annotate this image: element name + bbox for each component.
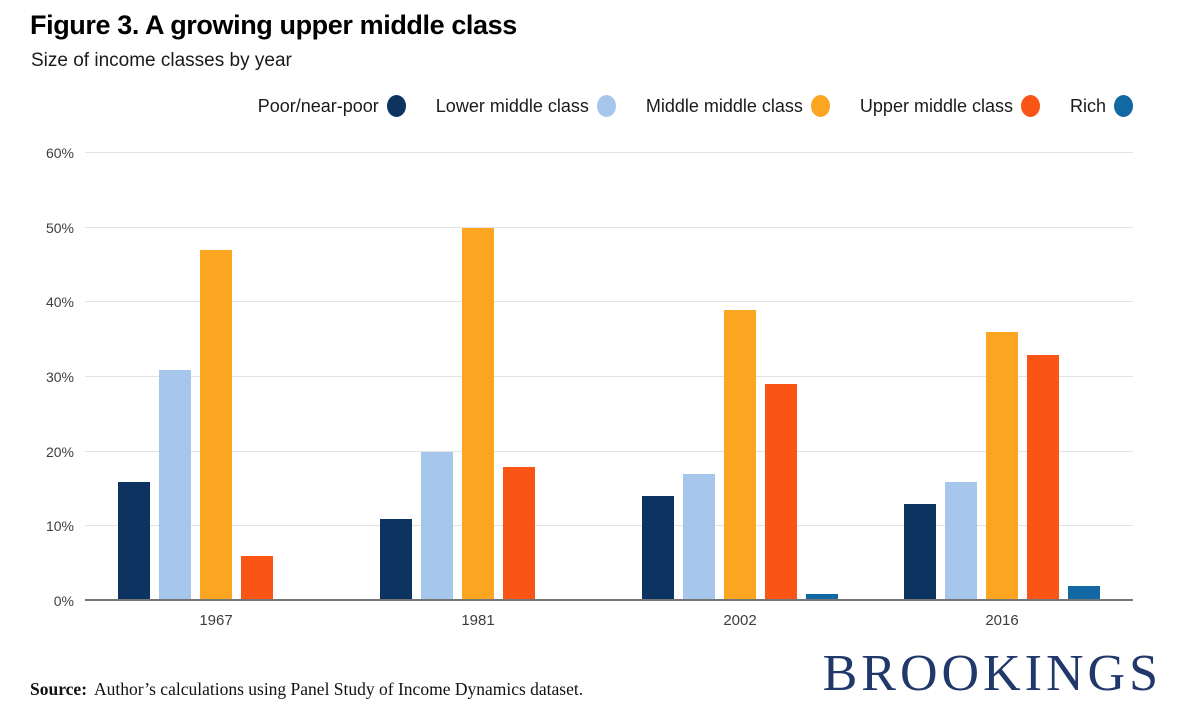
- y-tick-label-30: 30%: [45, 369, 74, 385]
- y-tick-label-0: 0%: [53, 593, 74, 609]
- chart-plot-area: 0% 10% 20% 30% 40% 50% 60%: [46, 145, 1133, 609]
- gridline-60: [85, 152, 1133, 153]
- bar-lower-middle-class-1967: [159, 369, 191, 601]
- x-tick-label-2016: 2016: [985, 612, 1019, 629]
- bar-upper-middle-class-1967: [241, 556, 273, 601]
- bar-rich-2002: [806, 593, 838, 601]
- bar-middle-middle-class-1981: [462, 227, 494, 601]
- bar-group-2016: [871, 153, 1133, 601]
- y-tick-label-40: 40%: [45, 294, 74, 311]
- gridline-10: [85, 525, 1133, 527]
- legend-label-lower-middle-class: Lower middle class: [435, 95, 589, 116]
- bar-middle-middle-class-2016: [986, 332, 1018, 601]
- bar-upper-middle-class-1981: [503, 466, 535, 601]
- legend-item-rich: Rich: [1070, 95, 1133, 117]
- legend-label-poor-near-poor: Poor/near-poor: [257, 95, 379, 116]
- bar-group-1967: [85, 153, 347, 601]
- y-tick-label-60: 60%: [45, 145, 74, 161]
- bar-groups: [85, 153, 1133, 601]
- legend-item-lower-middle-class: Lower middle class: [436, 95, 616, 117]
- x-tick-label-2002: 2002: [723, 612, 757, 629]
- gridline-50: [85, 226, 1133, 228]
- legend-item-middle-middle-class: Middle middle class: [646, 95, 830, 117]
- y-tick-label-50: 50%: [45, 219, 74, 236]
- chart-legend: Poor/near-poor Lower middle class Middle m…: [0, 95, 1133, 117]
- gridline-20: [85, 450, 1133, 452]
- bar-middle-middle-class-1967: [200, 250, 232, 601]
- gridline-40: [85, 301, 1133, 303]
- source-label: Source:: [30, 679, 88, 699]
- bar-upper-middle-class-2002: [765, 384, 797, 601]
- brookings-logo: BROOKINGS: [822, 645, 1162, 702]
- bar-poor-near-poor-1967: [118, 481, 150, 601]
- bar-upper-middle-class-2016: [1027, 354, 1059, 601]
- legend-marker-icon-middle-middle-class: [810, 95, 830, 117]
- source-text: Author’s calculations using Panel Study …: [94, 679, 584, 699]
- legend-label-upper-middle-class: Upper middle class: [859, 95, 1013, 116]
- legend-label-middle-middle-class: Middle middle class: [645, 95, 803, 116]
- legend-marker-icon-lower-middle-class: [596, 95, 616, 117]
- legend-marker-icon-upper-middle-class: [1020, 95, 1040, 117]
- bar-poor-near-poor-2002: [642, 496, 674, 601]
- x-axis-labels: 1967 1981 2002 2016: [85, 612, 1133, 629]
- bar-lower-middle-class-2016: [945, 481, 977, 601]
- bar-lower-middle-class-1981: [421, 451, 453, 601]
- y-tick-label-10: 10%: [45, 518, 74, 535]
- figure-subtitle: Size of income classes by year: [31, 50, 292, 71]
- figure-title: Figure 3. A growing upper middle class: [30, 10, 517, 40]
- bar-group-1981: [347, 153, 609, 601]
- x-tick-label-1981: 1981: [461, 612, 495, 629]
- bar-rich-2016: [1068, 586, 1100, 601]
- legend-item-poor-near-poor: Poor/near-poor: [258, 95, 406, 117]
- bar-middle-middle-class-2002: [724, 309, 756, 601]
- gridline-30: [85, 376, 1133, 377]
- legend-marker-icon-rich: [1114, 95, 1133, 117]
- bar-poor-near-poor-2016: [904, 503, 936, 601]
- x-axis-baseline: [85, 599, 1133, 601]
- legend-label-rich: Rich: [1069, 95, 1106, 116]
- bar-poor-near-poor-1981: [380, 518, 412, 601]
- y-tick-label-20: 20%: [45, 443, 74, 460]
- bar-group-2002: [609, 153, 871, 601]
- legend-marker-icon-poor-near-poor: [386, 95, 406, 117]
- x-tick-label-1967: 1967: [199, 612, 233, 629]
- bar-lower-middle-class-2002: [683, 474, 715, 601]
- legend-item-upper-middle-class: Upper middle class: [860, 95, 1040, 117]
- source-note: Source: Author’s calculations using Panel…: [30, 679, 583, 700]
